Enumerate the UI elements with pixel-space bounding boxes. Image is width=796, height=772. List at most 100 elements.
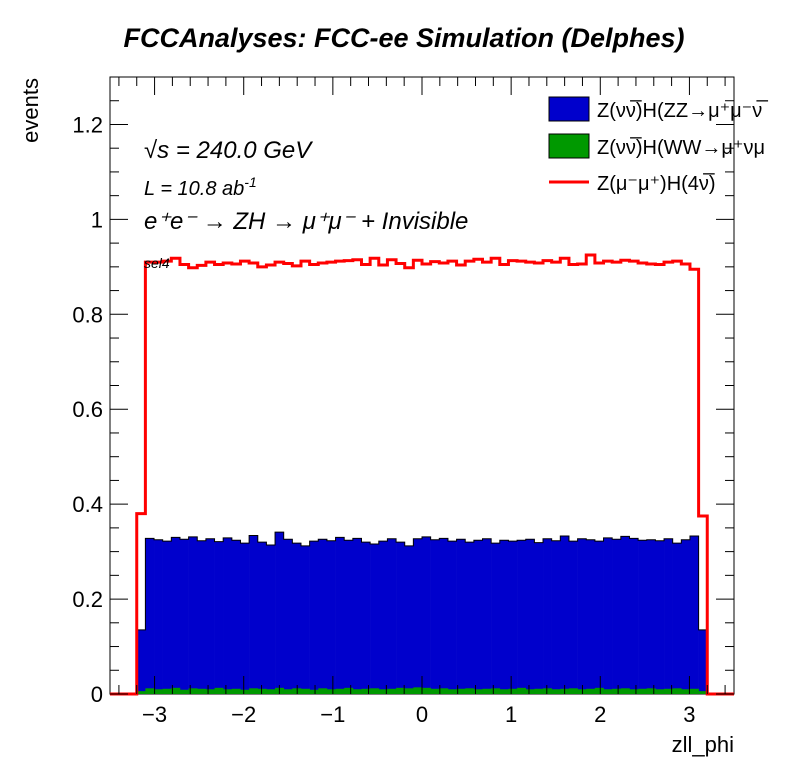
zz-bar	[171, 537, 181, 694]
ww-bar	[698, 691, 708, 694]
series-ww-bars	[136, 687, 708, 694]
ww-bar	[612, 688, 622, 694]
zz-bar	[422, 536, 431, 694]
zz-bar	[612, 539, 622, 694]
zz-bar	[655, 540, 665, 694]
y-axis-ticks: 0 0.2 0.4 0.6 0.8 1 1.2	[72, 76, 734, 707]
x-tick-label: −2	[231, 702, 256, 727]
zz-bar	[361, 542, 371, 694]
ww-bar	[240, 689, 250, 694]
x-tick-label: 3	[683, 702, 695, 727]
ww-bar	[620, 688, 630, 694]
ww-bar	[499, 689, 509, 694]
ww-bar	[396, 687, 406, 694]
zz-bar	[292, 543, 302, 694]
zz-bar	[413, 538, 423, 694]
x-tick-label: 1	[505, 702, 517, 727]
ww-bar	[223, 689, 233, 694]
y-tick-label: 0.4	[72, 492, 103, 517]
ww-bar	[309, 689, 319, 694]
zz-bar	[543, 538, 552, 694]
selection-annotation: sel4	[144, 255, 170, 271]
zz-bar	[568, 541, 578, 694]
ww-bar	[266, 689, 276, 694]
zz-bar	[344, 540, 354, 694]
zz-bar	[162, 541, 172, 694]
zz-bar	[439, 538, 449, 694]
zz-outline	[136, 531, 708, 694]
zz-bar	[430, 539, 440, 694]
zz-bar	[318, 539, 328, 694]
zz-bar	[646, 539, 656, 694]
ww-bar	[352, 689, 362, 694]
chart-title: FCCAnalyses: FCC-ee Simulation (Delphes)	[123, 23, 684, 53]
ww-bar	[689, 688, 699, 694]
zz-bar	[249, 535, 259, 694]
ww-bar	[603, 689, 613, 694]
zz-bar	[499, 540, 509, 694]
y-tick-label: 1	[91, 207, 103, 232]
zz-bar	[266, 544, 276, 694]
ww-bar	[456, 688, 466, 694]
ww-bar	[344, 687, 354, 694]
zz-bar	[352, 538, 362, 694]
zz-bar	[517, 540, 527, 694]
ww-bar	[188, 688, 198, 694]
ww-bar	[646, 688, 656, 694]
ww-bar	[655, 689, 665, 694]
zz-bar	[335, 537, 345, 694]
zz-bar	[283, 539, 293, 694]
ww-bar	[404, 688, 414, 694]
x-axis-ticks: −3 −2 −1 0 1 2 3	[118, 77, 726, 727]
zz-bar	[197, 540, 207, 694]
zz-bar	[179, 539, 189, 694]
zz-bar	[508, 541, 518, 694]
ww-bar	[378, 689, 388, 694]
ww-bar	[387, 688, 397, 694]
zz-bar	[447, 541, 457, 694]
ww-bar	[136, 691, 146, 694]
ww-bar	[422, 687, 431, 694]
zz-bar	[577, 538, 587, 694]
zz-bar	[638, 540, 648, 694]
zz-bar	[491, 543, 501, 694]
legend: Z(νν̅)H(ZZ→μ⁺μ⁻ν̅ Z(νν̅)H(WW→μ⁺νμ Z(μ⁻μ⁺…	[548, 96, 768, 195]
legend-swatch-zz	[548, 96, 590, 122]
ww-bar	[491, 688, 501, 694]
zz-bar	[275, 532, 284, 694]
ww-bar	[439, 688, 449, 694]
zz-bar	[473, 540, 483, 694]
ww-bar	[568, 688, 578, 694]
ww-bar	[638, 688, 648, 694]
ww-bar	[551, 689, 561, 694]
zz-bar	[689, 535, 699, 694]
zz-bar	[370, 544, 380, 694]
zz-bar	[145, 538, 155, 694]
ww-bar	[197, 688, 207, 694]
ww-bar	[447, 689, 457, 694]
zz-bar	[326, 540, 336, 694]
ww-bar	[525, 689, 535, 694]
ww-bar	[205, 689, 215, 694]
zz-bar	[404, 545, 414, 694]
ww-bar	[465, 688, 475, 694]
zz-bar	[551, 540, 561, 694]
ww-bar	[154, 689, 163, 694]
y-tick-label: 0.2	[72, 587, 103, 612]
zz-bar	[465, 542, 475, 694]
zz-bar	[594, 541, 604, 694]
ww-bar	[335, 688, 345, 694]
ww-bar	[257, 688, 267, 694]
x-tick-label: 0	[416, 702, 428, 727]
zz-bar	[629, 538, 639, 694]
x-axis-label: zll_phi	[672, 732, 734, 757]
ww-bar	[664, 688, 673, 694]
zz-bar	[205, 538, 215, 694]
ww-bar	[231, 688, 241, 694]
sqrt-s-annotation: √s = 240.0 GeV	[144, 137, 313, 164]
ww-bar	[508, 688, 518, 694]
ww-bar	[300, 688, 310, 694]
zz-bar	[456, 539, 466, 694]
y-axis-label: events	[18, 78, 43, 143]
